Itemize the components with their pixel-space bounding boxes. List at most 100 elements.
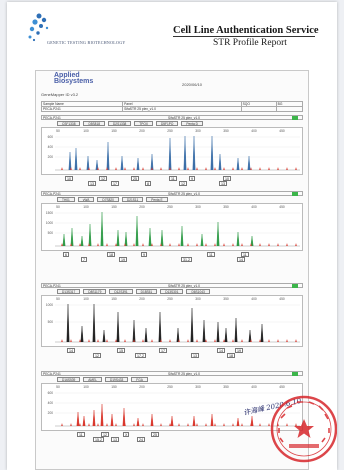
size-standard-peak [169,423,171,426]
size-standard-peak [160,339,162,342]
y-tick-label: 200 [48,155,54,159]
size-standard-peak [133,167,135,170]
allele-label: 15.2 [93,437,104,442]
locus-label: D5S818 [83,121,105,126]
locus-label: D13S317 [57,289,81,294]
software-version: GeneMapper ID v3.2 [41,92,79,97]
allele-calls: 10 13 12 17 25 8 11 12 9 13 10 [41,175,303,187]
allele-label: 9 [189,176,195,181]
allele-label: 14 [67,348,75,353]
locus-label: AMEL [83,377,102,382]
size-standard-peak [196,339,198,342]
peak [110,413,114,427]
size-standard-peak [142,423,144,426]
peak [236,157,240,171]
size-standard-peak [61,243,63,246]
size-standard-peak [88,243,90,246]
size-standard-peak [70,423,72,426]
electropherogram-plot: 50 100 150 200 250 300 350 400 450 600 400 200 [41,127,303,175]
peak [224,327,228,343]
peak [95,159,99,171]
panel-name: SifaSTR 25 plex_v1.0 [168,371,200,376]
peak [66,303,70,343]
x-tick-label: 50 [56,205,60,209]
size-standard-peak [106,243,108,246]
peak [192,135,196,171]
x-tick-label: 100 [83,129,89,133]
electropherogram-sheet: Applied Biosystems GeneMapper ID v3.2 20… [35,70,309,470]
peak [82,415,86,427]
y-tick-label: 1000 [46,303,53,307]
size-standard-peak [151,339,153,342]
peak [150,153,154,171]
size-standard-peak [160,167,162,170]
size-standard-peak [133,423,135,426]
y-tick-label: 600 [48,135,54,139]
size-standard-peak [106,423,108,426]
size-standard-peak [133,339,135,342]
locus-label: D5F1PO [155,121,179,126]
company-name: GENETIC TESTING BIOTECHNOLOGY [47,40,126,45]
locus-label: D21S11 [121,197,144,202]
x-tick-label: 300 [195,297,201,301]
size-standard-peak [286,243,288,246]
size-standard-peak [205,423,207,426]
size-standard-peak [178,339,180,342]
size-standard-peak [205,243,207,246]
peak [190,307,194,343]
locus-label: D18S51 [135,289,158,294]
allele-label: 24 [137,437,145,442]
size-standard-peak [286,339,288,342]
x-tick-label: 150 [111,385,117,389]
size-standard-peak [97,423,99,426]
size-standard-peak [79,167,81,170]
size-standard-peak [79,243,81,246]
size-standard-peak [151,243,153,246]
size-standard-peak [106,339,108,342]
size-standard-peak [178,423,180,426]
x-tick-label: 450 [279,129,285,133]
status-indicator [292,283,298,288]
peak [170,415,174,427]
x-tick-label: 150 [111,129,117,133]
allele-label: 11 [169,176,177,181]
y-tick-label: 1000 [46,221,53,225]
size-standard-peak [223,339,225,342]
size-standard-peak [115,167,117,170]
allele-label: 14 [237,257,245,262]
x-tick-label: 200 [139,129,145,133]
status-indicator [292,191,298,196]
status-indicator [292,115,298,120]
x-tick-label: 50 [56,297,60,301]
size-standard-peak [142,339,144,342]
x-tick-label: 300 [195,205,201,209]
size-standard-peak [259,243,261,246]
locus-label: D2S1338 [108,121,132,126]
locus-label: CSF1338 [57,121,81,126]
size-standard-peak [205,167,207,170]
y-tick-label: 500 [48,231,54,235]
x-tick-label: 400 [251,297,257,301]
size-standard-peak [232,423,234,426]
peak [150,413,154,427]
peak [200,233,204,247]
applied-biosystems-logo: Applied Biosystems [54,72,94,85]
report-subtitle: STR Profile Report [213,38,287,48]
peak [234,317,238,343]
peak [248,329,252,343]
size-standard-peak [277,167,279,170]
peak [116,229,120,247]
allele-label: 7 [81,257,87,262]
size-standard-peak [169,243,171,246]
allele-label: 15 [117,348,125,353]
allele-label: 12 [99,176,107,181]
x-tick-label: 150 [111,205,117,209]
x-tick-label: 100 [83,205,89,209]
allele-calls: 14 12 15 17.2 17 13 14 18 19 [41,347,303,359]
peak [135,215,139,247]
size-standard-peak [250,243,252,246]
peak [210,135,214,171]
peak [218,153,222,171]
size-standard-peak [97,339,99,342]
size-standard-peak [223,167,225,170]
